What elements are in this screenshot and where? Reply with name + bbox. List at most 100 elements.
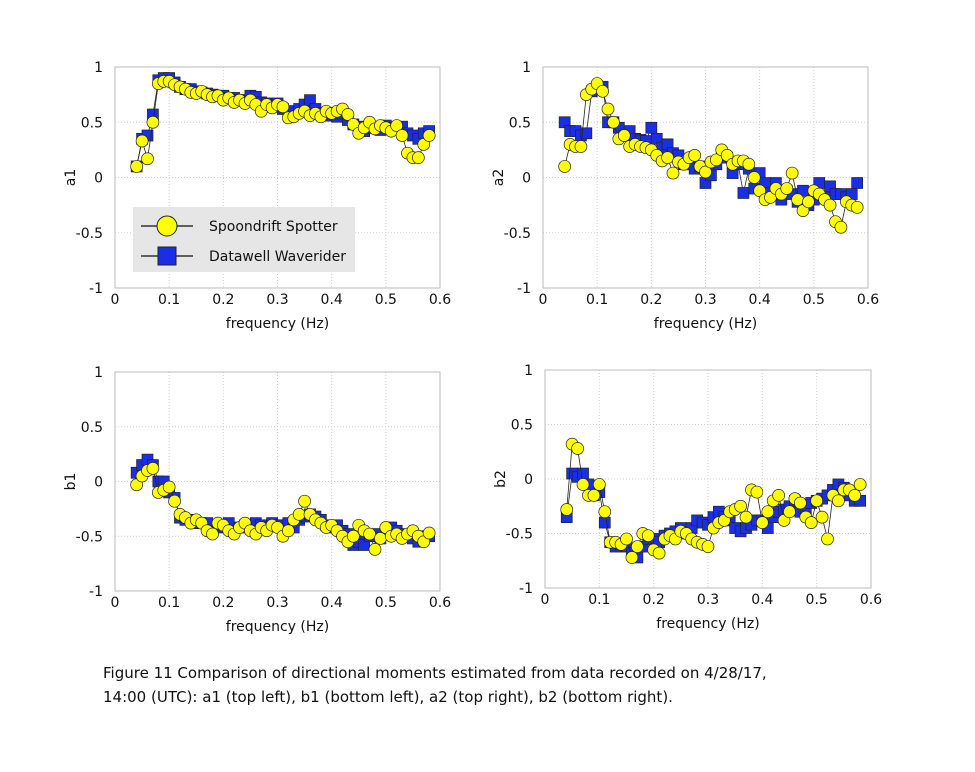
marker bbox=[135, 134, 149, 148]
caption-line: Figure 11 Comparison of directional mome… bbox=[103, 664, 767, 682]
marker bbox=[598, 505, 612, 519]
marker bbox=[709, 153, 723, 167]
marker bbox=[794, 496, 807, 510]
marker bbox=[815, 510, 829, 524]
x-tick-label: 0.4 bbox=[321, 292, 343, 308]
y-tick-label: 1 bbox=[524, 363, 533, 379]
x-tick-label: 0.3 bbox=[697, 592, 719, 608]
y-tick-label: -0.5 bbox=[76, 529, 103, 545]
plot-frame bbox=[114, 66, 441, 289]
marker bbox=[742, 157, 756, 171]
marker bbox=[750, 485, 764, 499]
marker bbox=[734, 499, 747, 513]
marker bbox=[666, 166, 680, 180]
y-tick-label: 0.5 bbox=[81, 420, 103, 436]
marker bbox=[601, 102, 615, 116]
marker bbox=[130, 160, 144, 173]
marker bbox=[298, 494, 311, 508]
x-tick-label: 0.6 bbox=[429, 292, 451, 308]
marker bbox=[645, 121, 658, 134]
y-tick-label: -1 bbox=[89, 281, 103, 297]
marker bbox=[422, 526, 436, 540]
marker bbox=[688, 149, 702, 162]
y-axis-label: a2 bbox=[491, 169, 507, 187]
x-tick-label: 0.4 bbox=[751, 592, 773, 608]
marker bbox=[834, 220, 848, 234]
x-tick-label: 0.5 bbox=[806, 592, 828, 608]
y-axis-label: a1 bbox=[63, 169, 79, 187]
marker bbox=[146, 462, 160, 475]
marker bbox=[395, 129, 409, 142]
legend-marker bbox=[157, 246, 177, 266]
y-tick-label: -0.5 bbox=[76, 226, 103, 242]
marker bbox=[832, 494, 845, 508]
marker bbox=[168, 494, 181, 508]
x-tick-label: 0.1 bbox=[588, 592, 610, 608]
marker bbox=[411, 151, 425, 164]
caption-line: 14:00 (UTC): a1 (top left), b1 (bottom l… bbox=[103, 688, 673, 706]
y-tick-label: 0.5 bbox=[81, 115, 103, 131]
marker bbox=[851, 177, 864, 189]
marker bbox=[850, 200, 864, 214]
marker bbox=[641, 529, 655, 543]
marker bbox=[761, 505, 775, 519]
marker bbox=[802, 195, 815, 209]
y-tick-label: 0 bbox=[94, 475, 103, 491]
x-tick-label: 0.4 bbox=[749, 292, 771, 308]
y-axis-label: b1 bbox=[63, 473, 79, 491]
marker bbox=[276, 100, 290, 114]
marker bbox=[363, 527, 376, 541]
x-tick-label: 0.2 bbox=[643, 592, 665, 608]
y-tick-label: 0 bbox=[94, 171, 103, 187]
x-tick-label: 0.4 bbox=[321, 595, 343, 611]
x-tick-label: 0.3 bbox=[266, 595, 288, 611]
y-axis-label: b2 bbox=[493, 470, 509, 488]
marker bbox=[853, 478, 867, 491]
plot-frame bbox=[542, 66, 869, 289]
x-tick-label: 0.1 bbox=[158, 595, 180, 611]
marker bbox=[571, 442, 584, 455]
marker bbox=[558, 160, 572, 173]
marker bbox=[560, 503, 574, 516]
y-tick-label: 1 bbox=[94, 60, 103, 76]
marker bbox=[146, 115, 160, 129]
marker bbox=[341, 108, 355, 121]
y-tick-label: -1 bbox=[517, 281, 531, 297]
x-tick-label: 0.3 bbox=[694, 292, 716, 308]
legend-label: Datawell Waverider bbox=[209, 249, 346, 265]
marker bbox=[739, 510, 753, 524]
x-tick-label: 0 bbox=[539, 292, 548, 308]
marker bbox=[823, 198, 837, 212]
x-tick-label: 0 bbox=[111, 292, 120, 308]
legend-marker bbox=[156, 215, 178, 237]
marker bbox=[596, 84, 609, 98]
marker bbox=[625, 551, 639, 564]
x-axis-label: frequency (Hz) bbox=[226, 316, 329, 332]
x-tick-label: 0.5 bbox=[375, 595, 397, 611]
y-tick-label: -0.5 bbox=[506, 527, 533, 543]
marker bbox=[580, 127, 593, 140]
marker bbox=[390, 119, 404, 132]
y-tick-label: -1 bbox=[89, 584, 103, 600]
marker bbox=[617, 129, 631, 142]
marker bbox=[737, 187, 750, 199]
marker bbox=[368, 543, 382, 556]
marker bbox=[747, 171, 761, 184]
marker bbox=[783, 505, 796, 519]
y-tick-label: 1 bbox=[522, 60, 531, 76]
marker bbox=[821, 532, 834, 546]
y-tick-label: 0.5 bbox=[509, 115, 531, 131]
x-tick-label: 0 bbox=[111, 595, 120, 611]
marker bbox=[652, 546, 666, 560]
marker bbox=[804, 516, 818, 529]
marker bbox=[587, 489, 601, 502]
x-tick-label: 0.1 bbox=[586, 292, 608, 308]
y-tick-label: 0 bbox=[522, 171, 531, 187]
marker bbox=[281, 524, 295, 538]
x-tick-label: 0.1 bbox=[158, 292, 180, 308]
x-axis-label: frequency (Hz) bbox=[226, 619, 329, 635]
plot-frame bbox=[114, 371, 441, 592]
marker bbox=[699, 165, 712, 179]
marker bbox=[661, 151, 674, 164]
marker bbox=[810, 494, 824, 508]
